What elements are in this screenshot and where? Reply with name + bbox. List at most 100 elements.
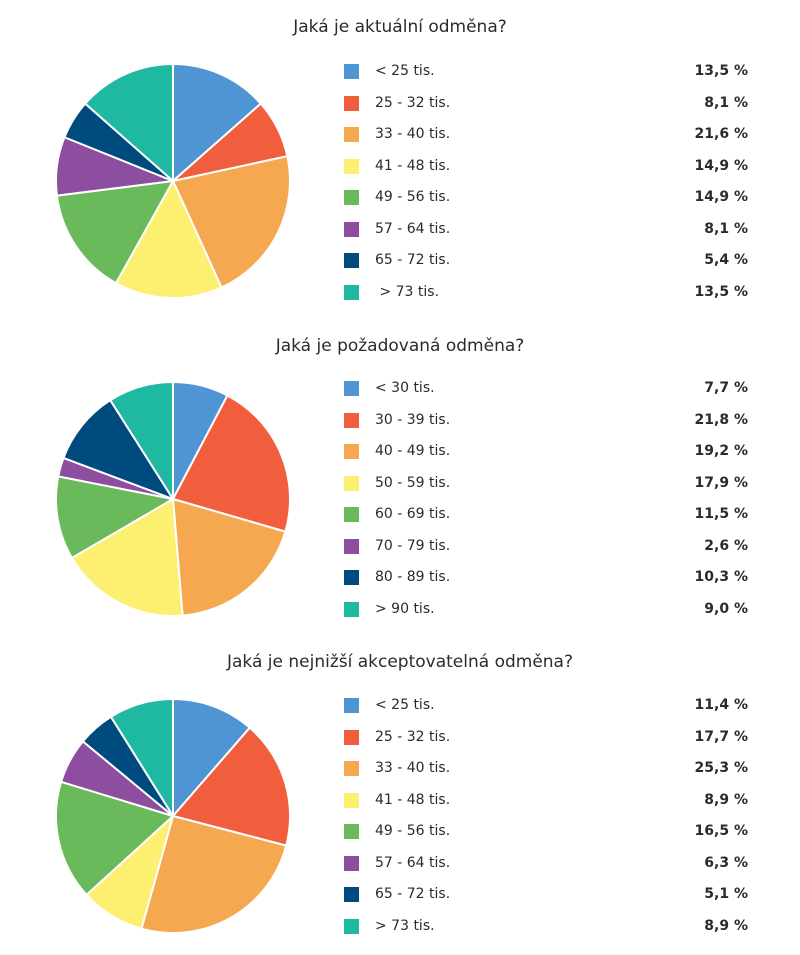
legend-value: 8,1 % (704, 220, 748, 237)
legend-item[interactable]: > 73 tis. 8,9 % (344, 917, 748, 951)
legend-item[interactable]: > 73 tis. 13,5 % (344, 283, 748, 317)
legend-value: 9,0 % (704, 600, 748, 617)
legend-label: 33 - 40 tis. (375, 760, 451, 776)
legend-item[interactable]: < 25 tis. 13,5 % (344, 63, 748, 96)
legend-value: 5,1 % (704, 886, 748, 902)
legend-item[interactable]: 65 - 72 tis. 5,1 % (344, 886, 748, 919)
legend-value: 2,6 % (704, 537, 748, 554)
legend-value: 19,2 % (694, 443, 748, 459)
legend-label: 49 - 56 tis. (375, 823, 451, 839)
legend-label: 50 - 59 tis. (375, 474, 451, 491)
legend-label: 33 - 40 tis. (375, 126, 451, 142)
pie-slice-1[interactable] (172, 698, 251, 817)
legend-value: 13,5 % (694, 283, 748, 300)
pie-slice-2[interactable] (172, 726, 291, 847)
chart-title: Jaká je požadovaná odměna? (275, 336, 525, 356)
pie-slice-7[interactable] (62, 399, 174, 500)
legend-item[interactable]: 70 - 79 tis. 2,6 % (344, 537, 748, 571)
legend-label: 30 - 39 tis. (375, 411, 451, 428)
legend-item[interactable]: 41 - 48 tis. 8,9 % (344, 791, 748, 825)
pie-slice-8[interactable] (109, 381, 174, 500)
pie-slice-4[interactable] (114, 180, 223, 299)
legend-label: 80 - 89 tis. (375, 569, 451, 585)
pie-slice-3[interactable] (140, 815, 288, 934)
legend-item[interactable]: 57 - 64 tis. 8,1 % (344, 220, 748, 254)
pie-slice-1[interactable] (172, 63, 262, 182)
pie-slice-3[interactable] (172, 498, 287, 617)
legend-item[interactable]: > 90 tis. 9,0 % (344, 600, 748, 634)
legend-swatch (344, 253, 359, 268)
legend-value: 5,4 % (704, 252, 748, 268)
legend-swatch (344, 190, 359, 205)
legend-swatch (344, 95, 359, 111)
legend-swatch (344, 698, 359, 713)
legend-item[interactable]: 33 - 40 tis. 25,3 % (344, 760, 748, 793)
legend-item[interactable]: 60 - 69 tis. 11,5 % (344, 506, 748, 539)
legend-item[interactable]: 25 - 32 tis. 17,7 % (344, 729, 748, 762)
legend-item[interactable]: 50 - 59 tis. 17,9 % (344, 474, 748, 508)
legend-label: > 73 tis. (375, 917, 435, 934)
legend-label: < 30 tis. (375, 380, 435, 396)
legend-swatch (344, 570, 359, 585)
legend-item[interactable]: 65 - 72 tis. 5,4 % (344, 252, 748, 285)
legend-swatch (344, 601, 359, 617)
legend-swatch (344, 221, 359, 237)
legend-item[interactable]: 49 - 56 tis. 14,9 % (344, 189, 748, 222)
legend-value: 14,9 % (694, 189, 748, 205)
pie-slice-2[interactable] (172, 394, 291, 533)
legend-swatch (344, 824, 359, 839)
legend-swatch (344, 444, 359, 459)
chart-title: Jaká je aktuální odměna? (293, 17, 507, 37)
legend-item[interactable]: < 25 tis. 11,4 % (344, 697, 748, 730)
legend-value: 8,1 % (704, 94, 748, 111)
legend-value: 8,9 % (704, 791, 748, 808)
legend-item[interactable]: 33 - 40 tis. 21,6 % (344, 126, 748, 159)
legend-label: 40 - 49 tis. (375, 443, 451, 459)
pie-slice-5[interactable] (55, 475, 174, 559)
legend-value: 6,3 % (704, 854, 748, 871)
legend-item[interactable]: 41 - 48 tis. 14,9 % (344, 158, 748, 191)
legend-item[interactable]: 80 - 89 tis. 10,3 % (344, 569, 748, 602)
legend-swatch (344, 475, 359, 491)
legend-value: 21,6 % (694, 126, 748, 142)
legend-value: 11,4 % (694, 697, 748, 713)
legend-value: 21,8 % (694, 411, 748, 428)
legend-swatch (344, 538, 359, 554)
legend-item[interactable]: 25 - 32 tis. 8,1 % (344, 94, 748, 128)
legend-label: 65 - 72 tis. (375, 886, 451, 902)
legend-label: 25 - 32 tis. (375, 94, 451, 111)
legend-swatch (344, 412, 359, 428)
pie-graphic (55, 381, 291, 617)
legend-swatch (344, 158, 359, 174)
legend-item[interactable]: 30 - 39 tis. 21,8 % (344, 411, 748, 445)
chart-legend: < 25 tis. 11,4 % 25 - 32 tis. 17,7 % 33 - 40… (344, 697, 748, 951)
pie-slice-8[interactable] (84, 63, 174, 182)
legend-swatch (344, 64, 359, 79)
legend-value: 7,7 % (704, 380, 748, 396)
legend-value: 8,9 % (704, 917, 748, 934)
legend-label: 49 - 56 tis. (375, 189, 451, 205)
legend-value: 10,3 % (694, 569, 748, 585)
legend-label: 57 - 64 tis. (375, 220, 451, 237)
legend-item[interactable]: 57 - 64 tis. 6,3 % (344, 854, 748, 888)
legend-value: 13,5 % (694, 63, 748, 79)
legend-swatch (344, 729, 359, 745)
legend-swatch (344, 381, 359, 396)
legend-value: 11,5 % (694, 506, 748, 522)
legend-label: < 25 tis. (375, 697, 435, 713)
chart-legend: < 25 tis. 13,5 % 25 - 32 tis. 8,1 % 33 - 40 … (344, 63, 748, 317)
legend-swatch (344, 792, 359, 808)
pie-slice-8[interactable] (109, 698, 174, 817)
pie-slice-3[interactable] (172, 155, 291, 289)
legend-swatch (344, 918, 359, 934)
legend-item[interactable]: 40 - 49 tis. 19,2 % (344, 443, 748, 476)
legend-swatch (344, 507, 359, 522)
legend-item[interactable]: < 30 tis. 7,7 % (344, 380, 748, 413)
legend-label: > 73 tis. (375, 283, 440, 300)
pie-slice-5[interactable] (55, 180, 174, 285)
legend-label: 41 - 48 tis. (375, 791, 451, 808)
legend-item[interactable]: 49 - 56 tis. 16,5 % (344, 823, 748, 856)
legend-label: 60 - 69 tis. (375, 506, 451, 522)
pie-slice-4[interactable] (70, 498, 184, 617)
pie-slice-5[interactable] (55, 780, 174, 896)
